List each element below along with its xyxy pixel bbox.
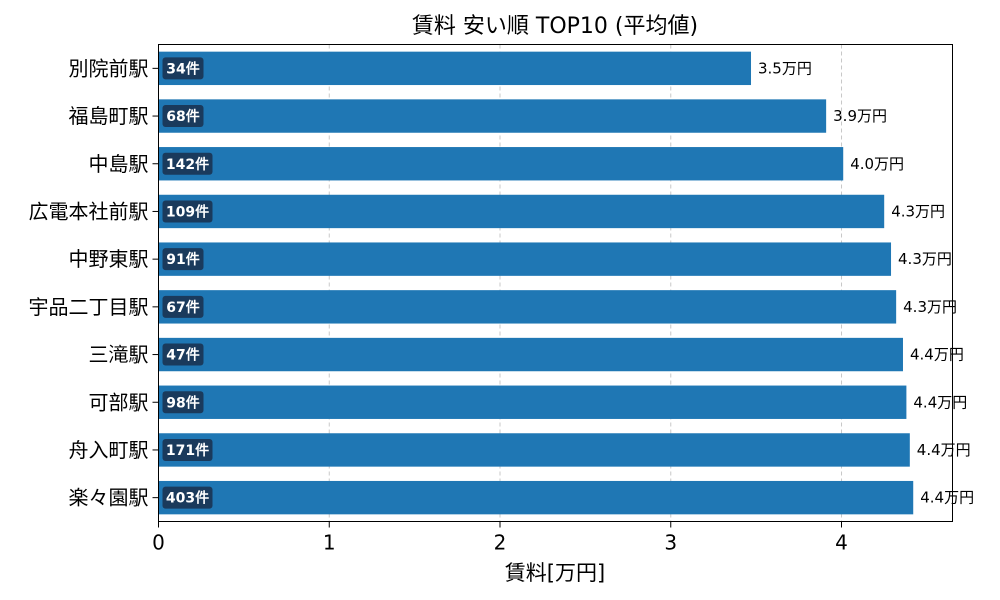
value-label: 4.3万円 xyxy=(891,202,945,220)
bar xyxy=(158,385,907,419)
count-badge xyxy=(162,200,213,223)
count-label: 67件 xyxy=(166,299,199,316)
value-label: 4.3万円 xyxy=(903,298,957,316)
bar xyxy=(158,51,752,86)
count-badge xyxy=(162,295,204,318)
value-label: 4.4万円 xyxy=(920,489,974,507)
count-label: 34件 xyxy=(166,60,199,77)
value-label: 4.0万円 xyxy=(850,155,904,173)
x-tick-label: 1 xyxy=(323,531,336,555)
bar xyxy=(158,194,885,229)
y-tick-label: 可部駅 xyxy=(89,390,149,414)
count-badge xyxy=(162,391,204,414)
x-tick-label: 0 xyxy=(152,531,165,555)
bar xyxy=(158,99,827,133)
count-badge xyxy=(162,57,204,80)
count-badge xyxy=(162,105,204,128)
count-label: 68件 xyxy=(166,108,199,125)
y-tick-label: 中野東駅 xyxy=(69,247,149,271)
count-badge xyxy=(162,343,204,366)
y-tick-label: 中島駅 xyxy=(89,152,149,176)
value-label: 4.4万円 xyxy=(917,441,971,459)
count-label: 91件 xyxy=(166,251,199,268)
bar xyxy=(158,147,844,181)
y-tick-label: 広電本社前駅 xyxy=(29,199,149,223)
value-label: 3.5万円 xyxy=(758,59,812,77)
y-tick-label: 三滝駅 xyxy=(89,343,149,367)
count-badge xyxy=(162,438,213,461)
count-badge xyxy=(162,152,213,175)
y-tick-label: 宇品二丁目駅 xyxy=(29,295,149,319)
x-tick-label: 3 xyxy=(664,531,677,555)
x-tick-label: 2 xyxy=(494,531,507,555)
bar xyxy=(158,290,897,324)
count-label: 142件 xyxy=(166,156,209,173)
y-tick-label: 舟入町駅 xyxy=(69,438,149,462)
plot-frame xyxy=(158,44,953,522)
bar xyxy=(158,337,903,372)
value-label: 4.3万円 xyxy=(898,250,952,268)
count-label: 109件 xyxy=(166,203,209,220)
axes: 0 1 2 3 4 別院前駅福島町駅中島駅広電本社前駅中野東駅宇品二丁目駅三滝駅可部駅舟入… xyxy=(29,56,848,554)
count-badge xyxy=(162,248,204,271)
count-label: 47件 xyxy=(166,347,199,364)
y-tick-label: 福島町駅 xyxy=(69,104,149,128)
value-label: 4.4万円 xyxy=(910,346,964,364)
value-label: 3.9万円 xyxy=(833,107,887,125)
bars: 3.5万円 34件 3.9万円 68件 4.0万円 142件 4.3万円 109件 4.3万円 9… xyxy=(158,51,974,515)
count-badge xyxy=(162,486,213,509)
count-label: 98件 xyxy=(166,394,199,411)
chart-title: 賃料 安い順 TOP10 (平均値) xyxy=(412,14,698,39)
x-axis-label: 賃料[万円] xyxy=(505,561,605,585)
bar xyxy=(158,480,914,515)
value-label: 4.4万円 xyxy=(913,393,967,411)
y-tick-label: 別院前駅 xyxy=(69,56,149,80)
bar xyxy=(158,242,892,276)
bar xyxy=(158,433,910,467)
count-label: 403件 xyxy=(166,490,209,507)
x-tick-label: 4 xyxy=(835,531,848,555)
count-label: 171件 xyxy=(166,442,209,459)
y-tick-label: 楽々園駅 xyxy=(69,486,149,510)
